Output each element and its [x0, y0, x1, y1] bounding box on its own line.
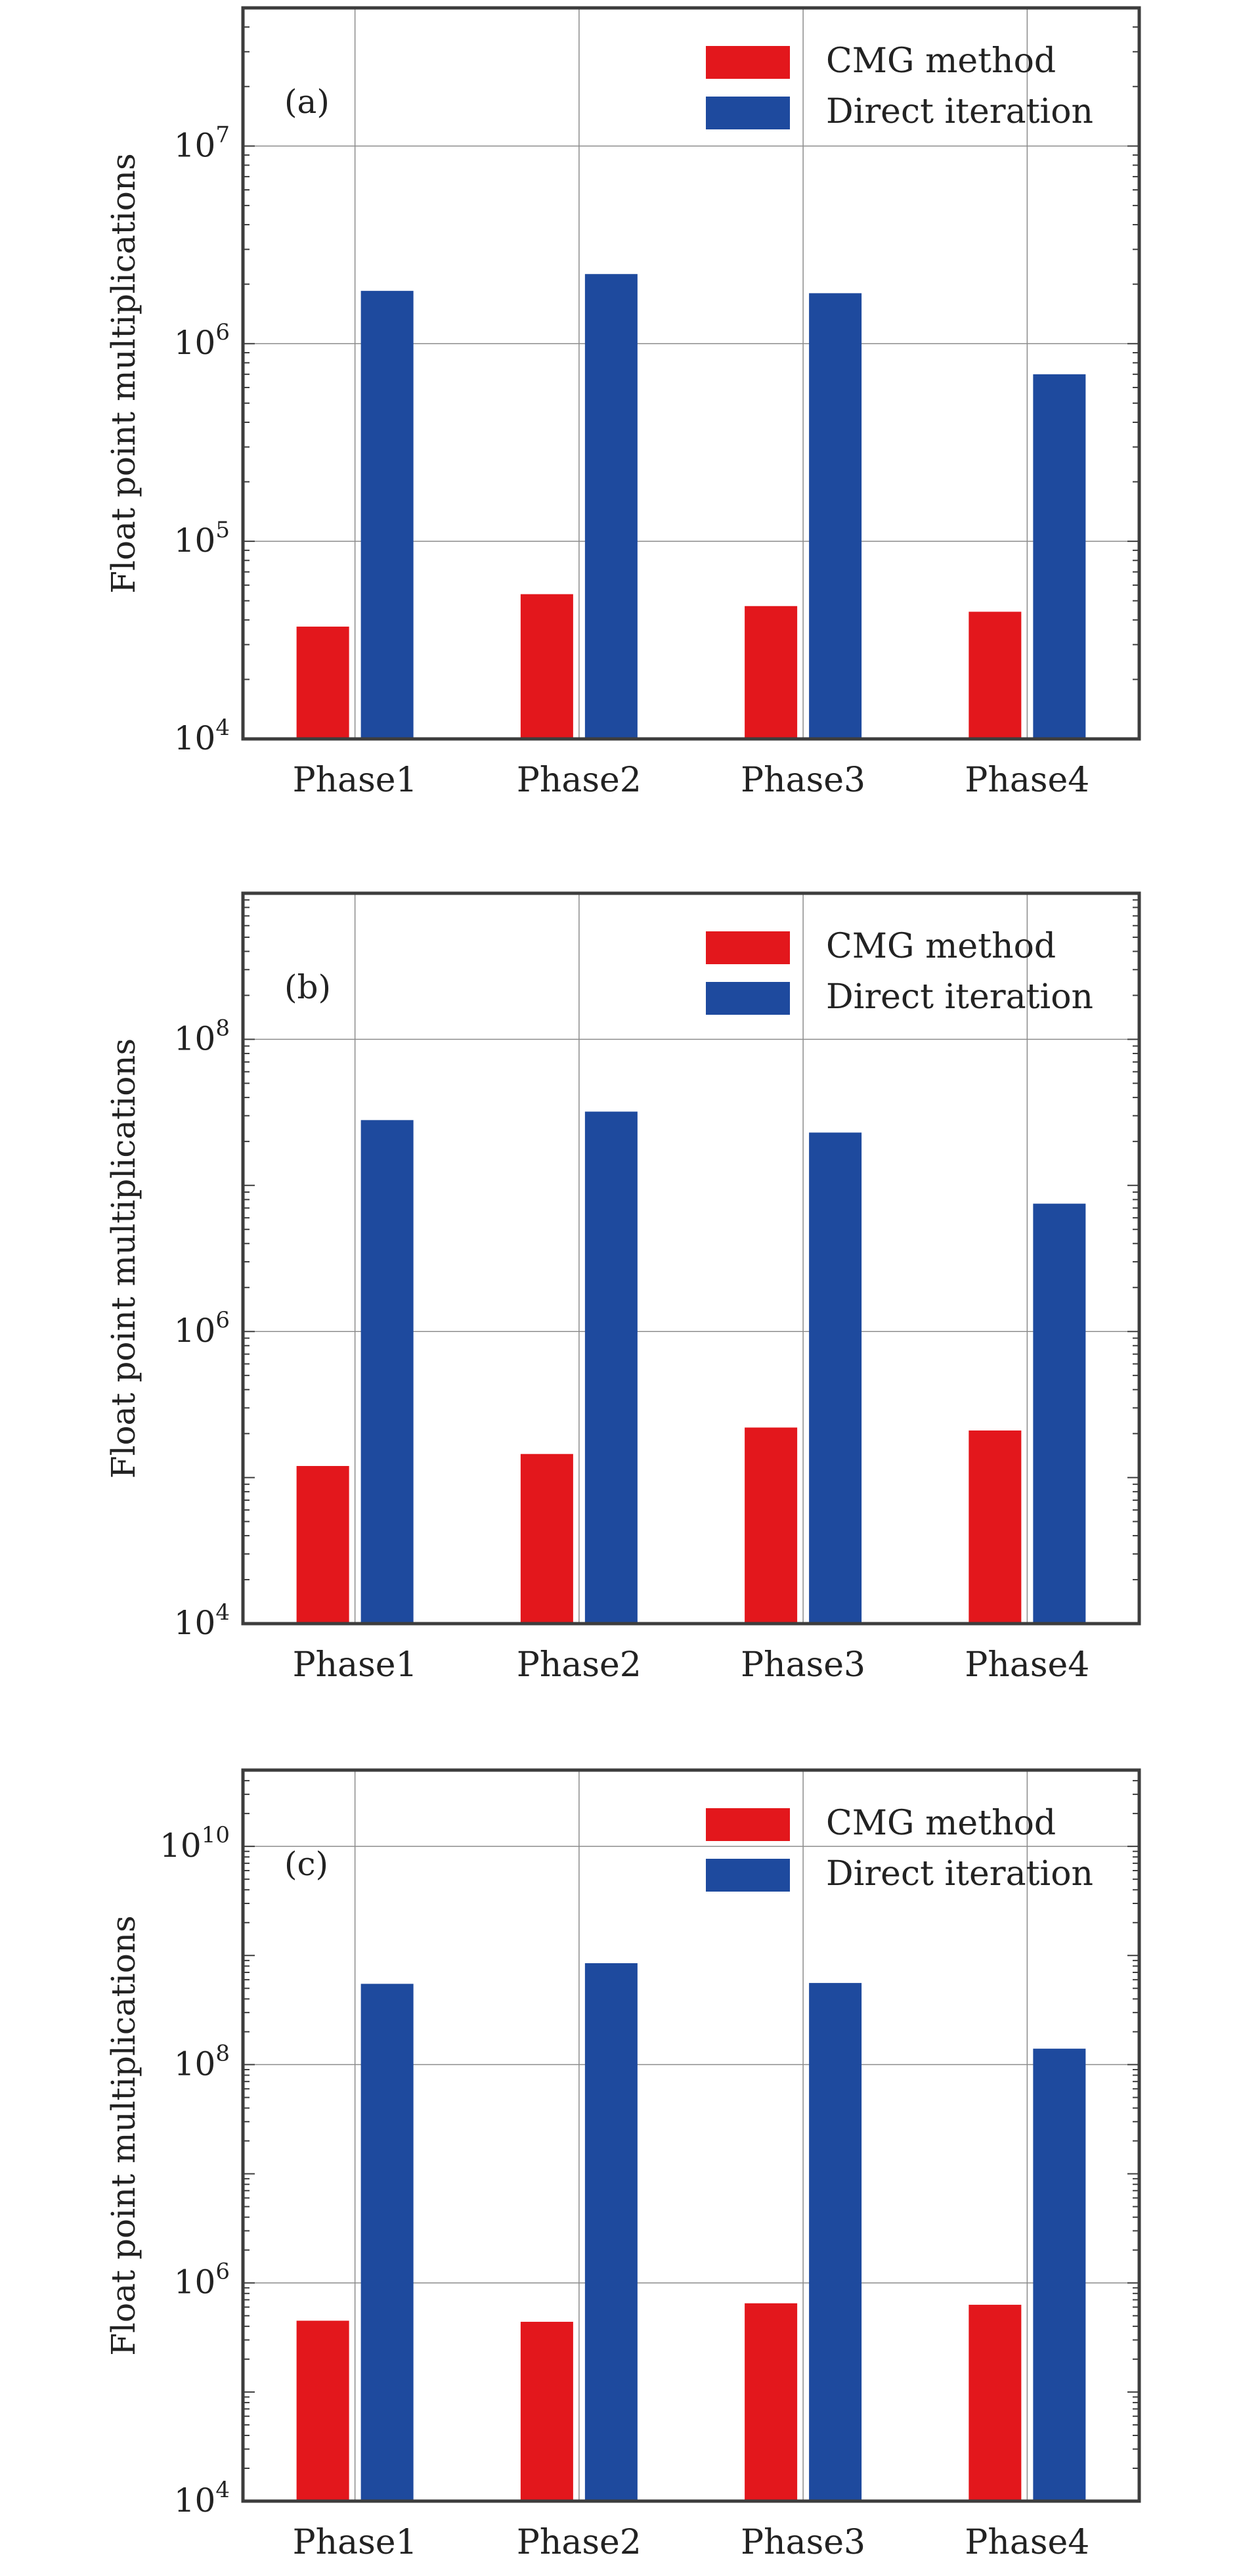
plot-frame	[241, 1768, 1141, 2503]
y-tick-label: 107	[174, 122, 230, 164]
plot-frame	[241, 6, 1141, 741]
chart-panel-c: 104 106 108 1010 Phase1 Phase2 Phase3 Phase4 Flo…	[104, 1768, 1141, 2562]
y-tick-label: 106	[174, 319, 230, 362]
cmg-bar-phase1	[296, 1465, 349, 1624]
y-tick-label: 106	[174, 1307, 230, 1350]
cmg-bar-phase4	[969, 1430, 1022, 1624]
direct-bar-phase4	[1033, 2049, 1086, 2501]
y-axis-label: Float point multiplications	[104, 153, 142, 593]
legend-swatch-direct	[706, 1859, 790, 1892]
direct-bar-phase3	[809, 1983, 862, 2501]
direct-bar-phase2	[584, 1963, 638, 2501]
legend-label-direct: Direct iteration	[826, 1854, 1093, 1894]
y-tick-label: 104	[174, 2477, 230, 2520]
cmg-bar-phase1	[296, 627, 349, 739]
x-tick-label: Phase4	[965, 2523, 1089, 2562]
x-tick-label: Phase2	[517, 761, 642, 800]
x-tick-label: Phase2	[517, 2523, 642, 2562]
direct-bar-phase1	[360, 1120, 414, 1624]
x-tick-label: Phase4	[965, 1645, 1089, 1685]
legend-swatch-direct	[706, 982, 790, 1015]
x-tick-label: Phase3	[741, 761, 865, 800]
cmg-bar-phase4	[969, 611, 1022, 739]
x-tick-label: Phase1	[293, 2523, 418, 2562]
legend-label-direct: Direct iteration	[826, 977, 1093, 1017]
legend-label-cmg: CMG method	[826, 1804, 1056, 1843]
panel-label: (b)	[284, 968, 331, 1006]
legend-swatch-cmg	[706, 46, 790, 79]
y-tick-label: 1010	[160, 1822, 230, 1865]
legend-swatch-cmg	[706, 1808, 790, 1841]
y-tick-label: 105	[174, 517, 230, 560]
legend-swatch-direct	[706, 97, 790, 129]
cmg-bar-phase3	[745, 2303, 798, 2501]
y-axis-label: Float point multiplications	[104, 1038, 142, 1478]
legend-label-cmg: CMG method	[826, 41, 1056, 81]
direct-bar-phase2	[584, 1111, 638, 1624]
legend-label-direct: Direct iteration	[826, 92, 1093, 131]
cmg-bar-phase2	[520, 2321, 573, 2501]
y-tick-label: 106	[174, 2259, 230, 2301]
chart-panel-b: 104 106 108 Phase1 Phase2 Phase3 Phase4 Float p…	[104, 891, 1141, 1685]
x-tick-label: Phase3	[741, 2523, 865, 2562]
legend-swatch-cmg	[706, 931, 790, 964]
y-tick-label: 108	[174, 1015, 230, 1057]
x-tick-label: Phase4	[965, 761, 1089, 800]
cmg-bar-phase3	[745, 606, 798, 739]
panel-label: (c)	[284, 1845, 328, 1883]
x-tick-label: Phase1	[293, 761, 418, 800]
y-axis-label: Float point multiplications	[104, 1915, 142, 2355]
y-tick-label: 104	[174, 715, 230, 757]
x-tick-label: Phase1	[293, 1645, 418, 1685]
direct-bar-phase1	[360, 290, 414, 740]
legend-label-cmg: CMG method	[826, 927, 1056, 966]
x-tick-label: Phase3	[741, 1645, 865, 1685]
cmg-bar-phase3	[745, 1427, 798, 1624]
direct-bar-phase4	[1033, 374, 1086, 739]
cmg-bar-phase4	[969, 2305, 1022, 2501]
cmg-bar-phase1	[296, 2321, 349, 2501]
cmg-bar-phase2	[520, 1454, 573, 1624]
direct-bar-phase1	[360, 1984, 414, 2501]
x-tick-label: Phase2	[517, 1645, 642, 1685]
y-tick-label: 108	[174, 2040, 230, 2083]
chart-panel-a: 104 105 106 107 Phase1 Phase2 Phase3 Phase4 Floa…	[104, 6, 1141, 800]
direct-bar-phase4	[1033, 1203, 1086, 1624]
y-tick-label: 104	[174, 1599, 230, 1642]
direct-bar-phase3	[809, 293, 862, 739]
cmg-bar-phase2	[520, 594, 573, 739]
panel-label: (a)	[284, 83, 330, 121]
direct-bar-phase3	[809, 1132, 862, 1624]
plot-frame	[241, 891, 1141, 1626]
direct-bar-phase2	[584, 274, 638, 739]
